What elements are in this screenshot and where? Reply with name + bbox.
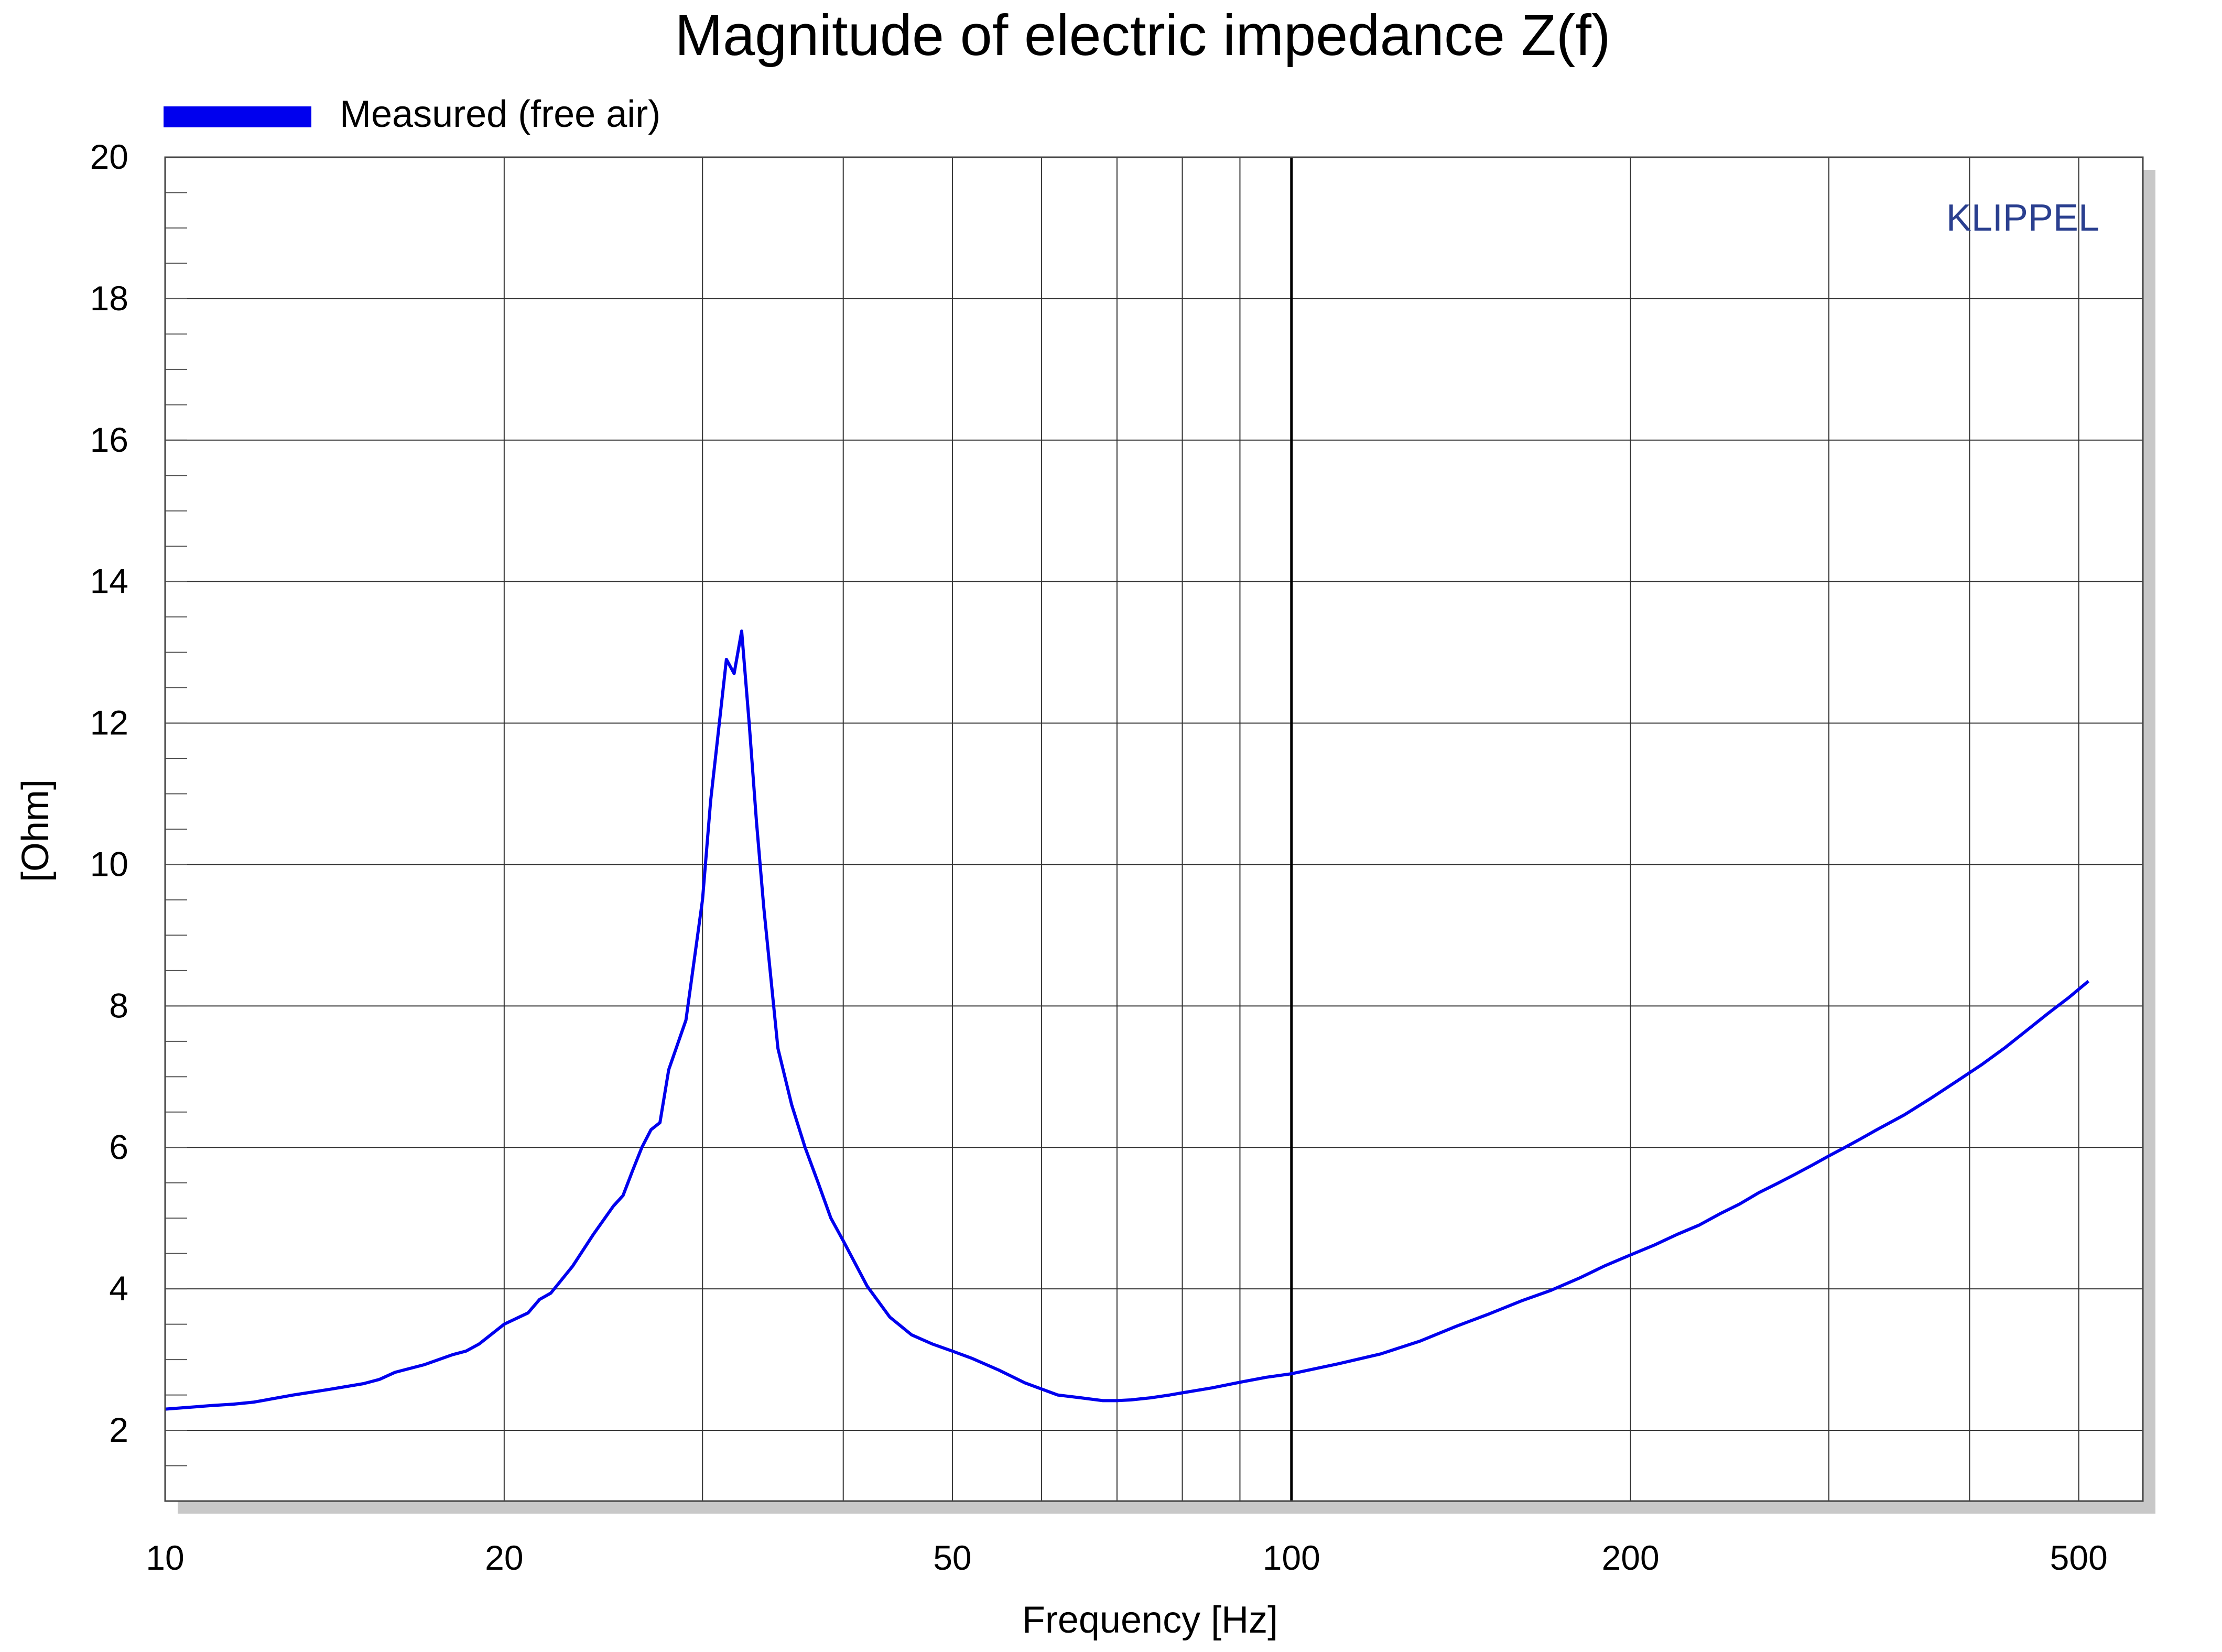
x-axis-label: Frequency [Hz] (1022, 1599, 1278, 1641)
plot-border (164, 156, 2144, 1502)
y-tick-label: 18 (90, 279, 128, 318)
klippel-watermark: KLIPPEL (1946, 197, 2099, 239)
y-tick-label: 4 (109, 1269, 128, 1308)
y-axis-label: [Ohm] (15, 779, 57, 882)
y-tick-label: 14 (90, 562, 128, 601)
y-tick-label: 8 (109, 986, 128, 1025)
legend: Measured (free air) (164, 93, 660, 135)
y-tick-label: 16 (90, 420, 128, 459)
y-tick-label: 6 (109, 1127, 128, 1166)
x-tick-label: 10 (146, 1538, 184, 1577)
y-tick-labels: 2 4 6 8 10 12 14 16 18 20 (90, 137, 128, 1449)
x-tick-label: 100 (1263, 1538, 1320, 1577)
series-line-measured (165, 629, 2090, 1411)
x-tick-label: 200 (1602, 1538, 1660, 1577)
chart-title: Magnitude of electric impedance Z(f) (675, 3, 1610, 68)
y-tick-label: 12 (90, 703, 128, 742)
legend-swatch (164, 106, 311, 127)
y-tick-label: 10 (90, 844, 128, 883)
x-tick-label: 500 (2050, 1538, 2108, 1577)
x-tick-label: 20 (485, 1538, 523, 1577)
x-tick-label: 50 (933, 1538, 971, 1577)
grid-lines (165, 157, 2143, 1501)
y-tick-label: 20 (90, 137, 128, 176)
legend-label: Measured (free air) (340, 93, 660, 135)
plot-area (165, 157, 2143, 1501)
x-tick-labels: 10 20 50 100 200 500 (146, 1538, 2107, 1577)
y-tick-label: 2 (109, 1410, 128, 1449)
